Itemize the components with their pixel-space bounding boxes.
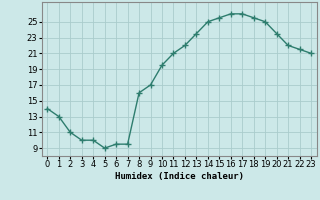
X-axis label: Humidex (Indice chaleur): Humidex (Indice chaleur) <box>115 172 244 181</box>
